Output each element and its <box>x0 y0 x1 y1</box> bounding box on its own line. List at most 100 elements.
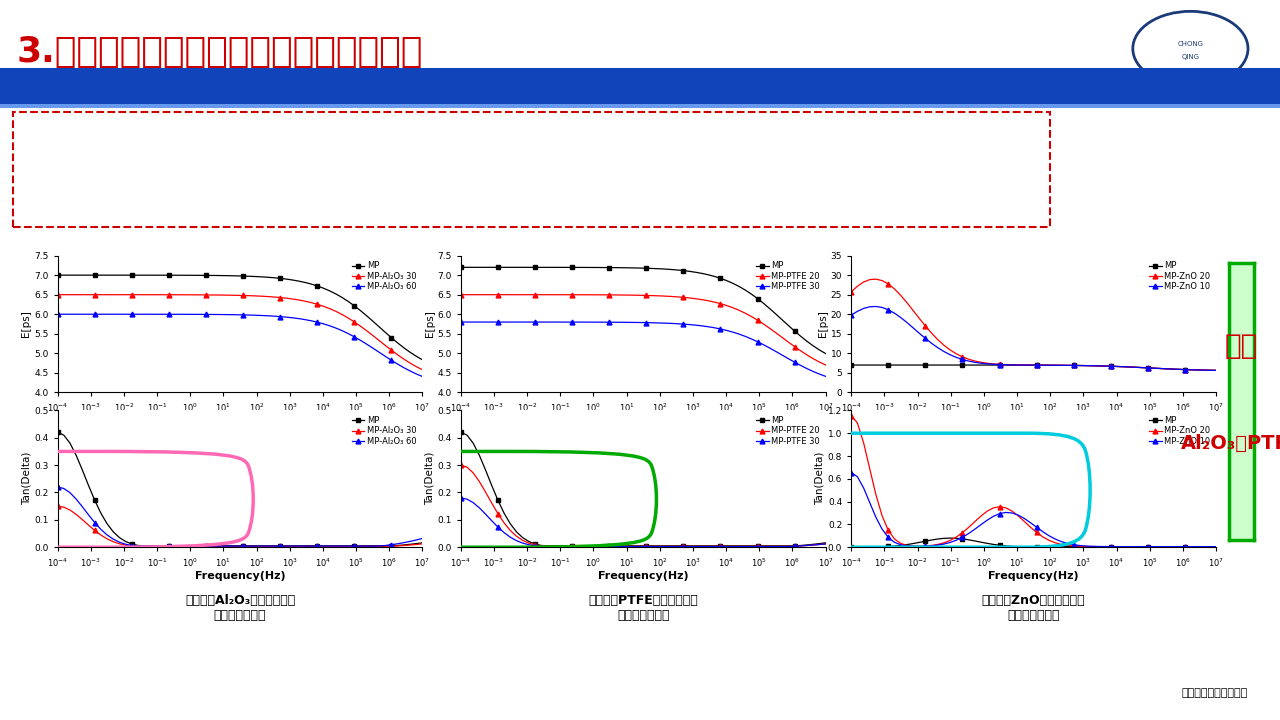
MP-PTFE 30 <box>689 542 704 551</box>
MP <box>1073 361 1088 370</box>
MP-PTFE 30 <box>577 318 593 326</box>
Text: 油浸纸板介电特性: 油浸纸板介电特性 <box>745 77 831 95</box>
Line: MP-Al₂O₃ 60: MP-Al₂O₃ 60 <box>55 485 425 549</box>
MP-Al₂O₃ 60 <box>131 541 146 550</box>
MP-Al₂O₃ 30 <box>148 542 164 551</box>
MP-PTFE 30 <box>545 318 561 326</box>
MP <box>558 263 573 271</box>
MP-Al₂O₃ 30 <box>415 539 430 548</box>
Line: MP-ZnO 10: MP-ZnO 10 <box>849 470 1219 549</box>
MP-PTFE 20 <box>515 536 530 544</box>
MP-PTFE 20 <box>540 542 556 551</box>
MP <box>174 271 189 279</box>
MP <box>936 534 951 543</box>
MP-ZnO 20 <box>968 356 983 365</box>
MP-Al₂O₃ 60 <box>111 538 127 546</box>
MP <box>905 539 920 548</box>
MP-Al₂O₃ 30 <box>285 542 301 551</box>
Text: CHONG: CHONG <box>1178 42 1203 48</box>
MP-Al₂O₃ 60 <box>155 310 170 318</box>
MP-Al₂O₃ 30 <box>174 542 189 551</box>
MP-Al₂O₃ 30 <box>111 539 127 548</box>
MP <box>285 541 301 550</box>
Text: 溅射微纳PTFE功能层绝缘纸
介电常数和介损: 溅射微纳PTFE功能层绝缘纸 介电常数和介损 <box>589 595 698 622</box>
Line: MP: MP <box>458 430 828 548</box>
MP <box>415 356 430 364</box>
MP-PTFE 20 <box>818 361 833 369</box>
MP <box>577 541 593 550</box>
MP-ZnO 10 <box>844 468 859 477</box>
MP-PTFE 20 <box>577 542 593 551</box>
MP <box>174 541 189 550</box>
MP <box>545 263 561 271</box>
MP <box>111 534 127 542</box>
MP-ZnO 20 <box>948 533 964 541</box>
MP-Al₂O₃ 30 <box>415 366 430 374</box>
MP-PTFE 20 <box>689 542 704 551</box>
MP-ZnO 10 <box>1208 366 1224 374</box>
MP-ZnO 10 <box>1079 361 1094 370</box>
MP-Al₂O₃ 30 <box>142 290 157 299</box>
MP <box>540 541 556 550</box>
MP-PTFE 30 <box>453 318 468 326</box>
MP-Al₂O₃ 30 <box>279 294 294 302</box>
MP-Al₂O₃ 30 <box>174 290 189 299</box>
MP-ZnO 10 <box>1208 542 1224 551</box>
Legend: MP, MP-Al₂O₃ 30, MP-Al₂O₃ 60: MP, MP-Al₂O₃ 30, MP-Al₂O₃ 60 <box>351 260 419 292</box>
MP <box>161 541 177 550</box>
MP-PTFE 30 <box>682 320 698 329</box>
MP-PTFE 30 <box>571 318 586 326</box>
Legend: MP, MP-ZnO 20, MP-ZnO 10: MP, MP-ZnO 20, MP-ZnO 10 <box>1147 260 1212 292</box>
Text: 3.3 单一微纳功能层对绝缘纸电气性能影响: 3.3 单一微纳功能层对绝缘纸电气性能影响 <box>15 77 237 95</box>
MP-Al₂O₃ 60 <box>50 310 65 318</box>
Legend: MP, MP-PTFE 20, MP-PTFE 30: MP, MP-PTFE 20, MP-PTFE 30 <box>754 260 822 292</box>
Line: MP-Al₂O₃ 30: MP-Al₂O₃ 30 <box>55 292 425 372</box>
MP-Al₂O₃ 60 <box>168 310 183 319</box>
MP-ZnO 10 <box>948 536 964 544</box>
MP-Al₂O₃ 30 <box>161 542 177 551</box>
MP <box>453 263 468 271</box>
Text: 溅射微纳ZnO功能层绝缘纸
介电常数和介损: 溅射微纳ZnO功能层绝缘纸 介电常数和介损 <box>982 595 1085 622</box>
Legend: MP, MP-Al₂O₃ 30, MP-Al₂O₃ 60: MP, MP-Al₂O₃ 30, MP-Al₂O₃ 60 <box>351 415 419 447</box>
MP-PTFE 20 <box>552 542 567 551</box>
Y-axis label: Tan(Delta): Tan(Delta) <box>815 452 826 505</box>
MP-ZnO 20 <box>973 358 988 366</box>
MP-Al₂O₃ 30 <box>50 290 65 299</box>
MP-PTFE 30 <box>558 318 573 326</box>
MP <box>682 267 698 276</box>
MP-ZnO 20 <box>1073 542 1088 551</box>
MP-ZnO 20 <box>1079 361 1094 370</box>
MP-PTFE 20 <box>453 461 468 469</box>
MP <box>111 271 127 279</box>
Legend: MP, MP-ZnO 20, MP-ZnO 10: MP, MP-ZnO 20, MP-ZnO 10 <box>1147 415 1212 447</box>
MP <box>1208 366 1224 374</box>
MP-PTFE 20 <box>558 290 573 299</box>
MP <box>577 263 593 271</box>
MP-ZnO 20 <box>911 314 927 323</box>
X-axis label: Frequency(Hz): Frequency(Hz) <box>195 572 285 582</box>
MP-PTFE 30 <box>818 372 833 381</box>
Line: MP-ZnO 10: MP-ZnO 10 <box>849 304 1219 373</box>
MP <box>155 271 170 279</box>
MP <box>179 541 195 550</box>
MP-ZnO 10 <box>844 311 859 320</box>
Line: MP-Al₂O₃ 30: MP-Al₂O₃ 30 <box>55 504 425 549</box>
Text: 溅射微纳Al₂O₃功能层绝缘纸
介电常数和介损: 溅射微纳Al₂O₃功能层绝缘纸 介电常数和介损 <box>184 595 296 622</box>
MP-PTFE 30 <box>540 542 556 551</box>
MP-ZnO 10 <box>968 525 983 534</box>
MP-ZnO 20 <box>1208 366 1224 374</box>
MP-ZnO 10 <box>905 542 920 551</box>
MP <box>818 349 833 358</box>
MP <box>168 271 183 279</box>
MP <box>137 541 152 550</box>
MP-PTFE 20 <box>545 290 561 299</box>
MP-PTFE 30 <box>564 542 580 551</box>
Y-axis label: E[ps]: E[ps] <box>22 310 32 338</box>
Text: ——: —— <box>698 77 733 95</box>
Text: 优选: 优选 <box>1225 332 1258 360</box>
MP <box>571 263 586 271</box>
MP-PTFE 30 <box>453 494 468 503</box>
MP <box>955 534 970 543</box>
MP-PTFE 30 <box>515 318 530 326</box>
MP <box>50 271 65 279</box>
